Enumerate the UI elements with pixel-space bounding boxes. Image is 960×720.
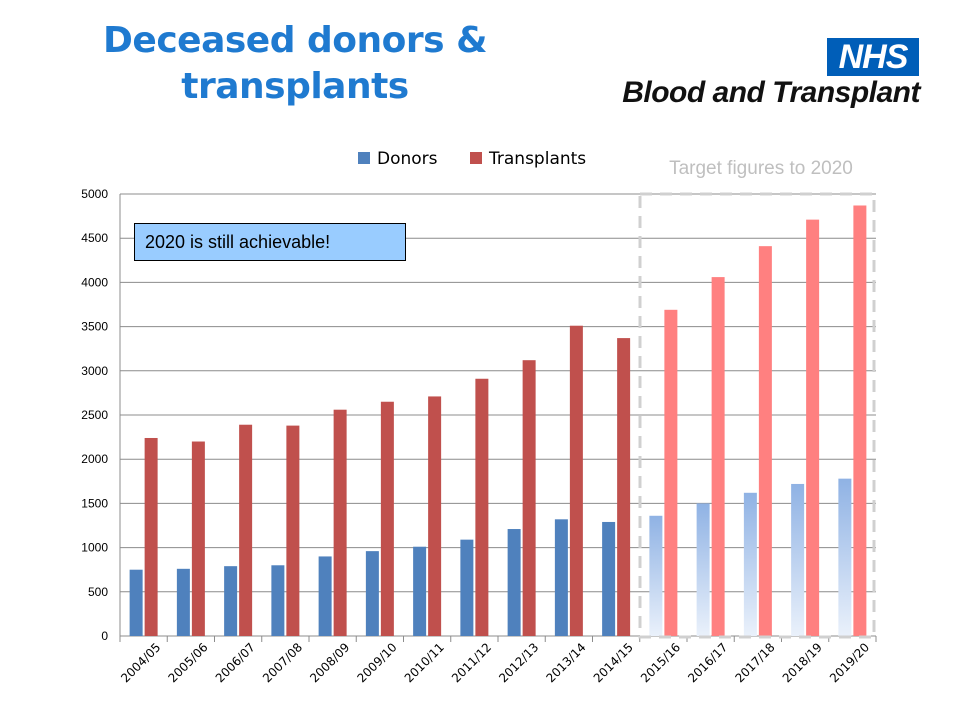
- legend-swatch-transplants: [470, 152, 482, 164]
- x-category-label: 2008/09: [307, 640, 352, 685]
- x-category-label: 2012/13: [496, 640, 541, 685]
- transplants-bar: [522, 360, 536, 636]
- donors-bar: [365, 551, 379, 636]
- y-tick-label: 4500: [81, 231, 108, 245]
- donors-bar: [271, 565, 285, 636]
- transplants-bar: [664, 309, 678, 636]
- transplants-bar: [191, 441, 205, 636]
- nhs-logo-badge: NHS: [827, 38, 919, 76]
- y-tick-label: 5000: [81, 187, 108, 201]
- x-category-label: 2009/10: [354, 640, 399, 685]
- x-category-label: 2015/16: [638, 640, 683, 685]
- x-category-label: 2005/06: [165, 640, 210, 685]
- donors-bar: [838, 478, 852, 636]
- x-category-label: 2006/07: [213, 640, 258, 685]
- transplants-bar: [380, 401, 394, 636]
- logo-text: Blood and Transplant: [622, 76, 920, 109]
- legend-label-donors: Donors: [377, 149, 438, 169]
- x-category-label: 2019/20: [827, 640, 872, 685]
- donors-bar: [129, 569, 143, 636]
- x-category-label: 2010/11: [402, 640, 447, 685]
- target-figures-label: Target figures to 2020: [669, 158, 853, 179]
- donors-bar: [507, 529, 521, 636]
- donors-bar: [791, 483, 805, 636]
- title-line-1: Deceased donors &: [103, 20, 487, 61]
- donors-bar: [554, 519, 568, 636]
- x-category-label: 2016/17: [685, 640, 730, 685]
- donors-bar: [743, 492, 757, 636]
- transplants-bar: [144, 437, 158, 636]
- y-axis-ticks: 0 500 1000 1500 2000 2500 3000 3500 4000 4500 5000: [81, 187, 108, 643]
- donors-bar: [413, 546, 427, 636]
- transplants-bar: [711, 277, 725, 636]
- legend-label-transplants: Transplants: [488, 149, 586, 169]
- donors-bar: [460, 539, 474, 636]
- y-tick-label: 500: [88, 585, 108, 599]
- transplants-bar: [286, 425, 300, 636]
- x-category-label: 2014/15: [591, 640, 636, 685]
- achievable-callout: 2020 is still achievable!: [134, 223, 406, 261]
- y-tick-label: 3500: [81, 320, 108, 334]
- y-tick-label: 1500: [81, 496, 108, 510]
- transplants-bar: [853, 205, 867, 636]
- legend-swatch-donors: [358, 152, 370, 164]
- transplants-bar: [569, 325, 583, 636]
- bars: [129, 205, 867, 637]
- page-title: Deceased donors & transplants: [60, 18, 530, 110]
- y-tick-label: 3000: [81, 364, 108, 378]
- x-category-label: 2011/12: [449, 640, 494, 685]
- legend: Donors Transplants: [358, 149, 586, 169]
- x-category-label: 2013/14: [543, 640, 588, 685]
- donors-bar: [696, 503, 710, 636]
- x-category-label: 2004/05: [118, 640, 163, 685]
- transplants-bar: [239, 424, 253, 636]
- y-tick-label: 2000: [81, 452, 108, 466]
- donors-bar: [318, 556, 332, 636]
- donors-bar: [649, 515, 663, 636]
- transplants-bar: [806, 219, 820, 637]
- donors-bar: [176, 568, 190, 636]
- y-tick-label: 1000: [81, 541, 108, 555]
- x-category-label: 2018/19: [780, 640, 825, 685]
- transplants-bar: [758, 246, 772, 636]
- x-axis-labels: 2004/05 2005/06 2006/07 2007/08 2008/09 2009/…: [118, 640, 872, 685]
- title-line-2: transplants: [181, 66, 409, 107]
- transplants-bar: [617, 338, 631, 636]
- y-tick-label: 2500: [81, 408, 108, 422]
- x-category-label: 2007/08: [260, 640, 305, 685]
- donors-bar: [602, 521, 616, 636]
- transplants-bar: [333, 409, 347, 636]
- y-tick-label: 0: [101, 629, 108, 643]
- donors-bar: [224, 566, 238, 636]
- x-category-label: 2017/18: [732, 640, 777, 685]
- transplants-bar: [428, 396, 442, 636]
- transplants-bar: [475, 378, 489, 636]
- y-tick-label: 4000: [81, 275, 108, 289]
